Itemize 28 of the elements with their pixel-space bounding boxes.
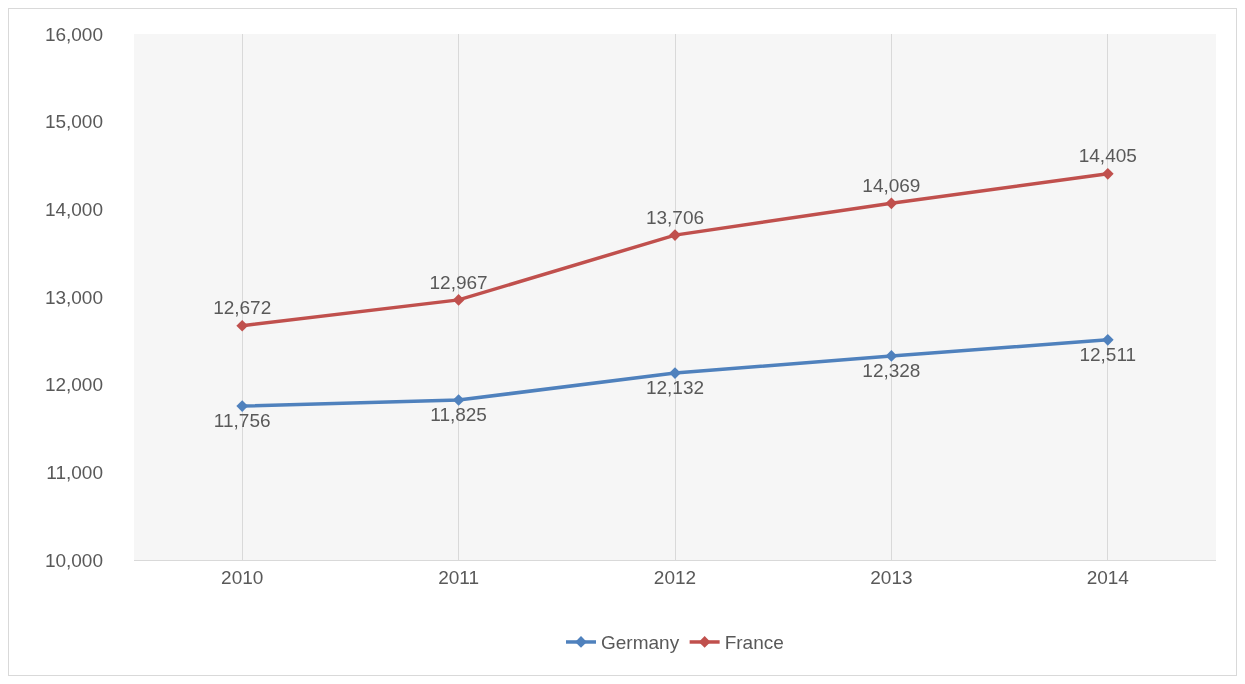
data-label: 12,967 [429, 271, 488, 293]
point [236, 319, 249, 332]
x-tick-label: 2010 [221, 566, 264, 588]
x-tick-label: 2011 [438, 566, 480, 588]
y-tick-label: 11,000 [46, 461, 103, 483]
legend-label: France [724, 632, 784, 654]
x-tick-label: 2013 [870, 566, 913, 588]
y-tick-label: 13,000 [44, 286, 103, 308]
data-label: 12,132 [645, 376, 705, 398]
y-tick-label: 12,000 [44, 374, 103, 396]
data-label: 12,328 [862, 359, 921, 381]
y-tick-label: 14,000 [44, 198, 103, 220]
y-tick-label: 16,000 [44, 23, 103, 45]
data-label: 11,756 [213, 409, 271, 431]
x-tick-label: 2012 [653, 566, 697, 588]
y-tick-label: 15,000 [44, 111, 103, 133]
x-tick-label: 2014 [1086, 566, 1130, 588]
point [452, 294, 465, 306]
legend-label: Germany [601, 632, 680, 654]
y-tick-label: 10,000 [44, 549, 103, 571]
data-label: 11,825 [430, 403, 487, 425]
data-label: 13,706 [645, 206, 705, 228]
data-label: 14,405 [1078, 145, 1137, 167]
point [1101, 167, 1114, 180]
data-label: 12,511 [1079, 343, 1137, 365]
data-label: 12,672 [213, 297, 272, 319]
data-label: 14,069 [862, 174, 921, 196]
point [885, 197, 898, 210]
